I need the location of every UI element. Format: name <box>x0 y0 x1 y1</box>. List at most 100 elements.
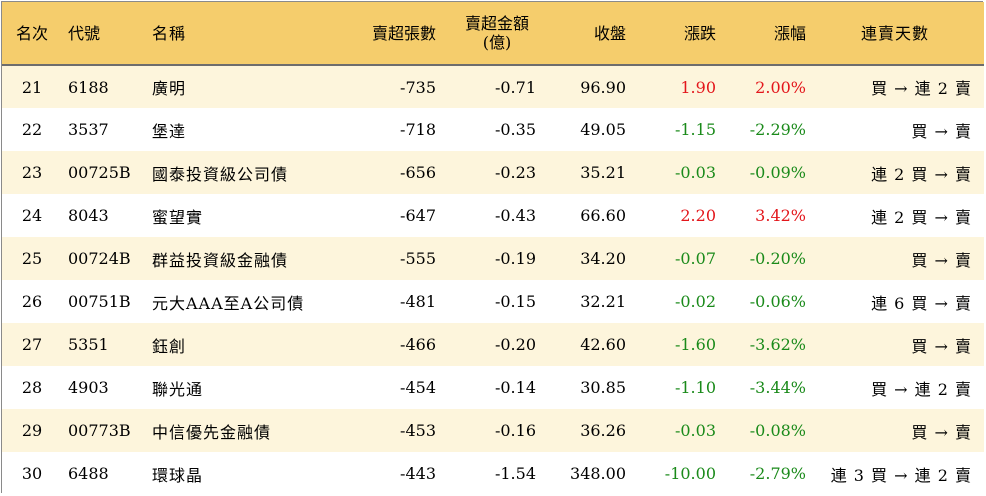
rank-cell: 23 <box>21 163 43 182</box>
net-sell-amount-cell: -0.19 <box>494 249 536 268</box>
code-cell: 6188 <box>68 77 109 97</box>
rank-cell: 30 <box>21 464 43 483</box>
code-cell: 00751B <box>68 292 131 311</box>
name-cell: 鈺創 <box>152 336 187 356</box>
name-cell: 堡達 <box>152 121 187 141</box>
code-cell: 00725B <box>68 163 131 182</box>
name-cell: 中信優先金融債 <box>152 422 272 442</box>
change-cell: -1.10 <box>674 378 716 397</box>
close-cell: 66.60 <box>580 206 626 225</box>
rank-cell: 27 <box>21 335 43 354</box>
header-close: 收盤 <box>536 2 626 66</box>
change-cell: 2.20 <box>680 206 716 225</box>
code-cell: 00724B <box>68 249 131 268</box>
net-sell-lots-cell: -656 <box>400 163 436 182</box>
net-sell-amount-cell: -0.15 <box>494 292 536 311</box>
net-sell-amount-cell: -0.23 <box>494 163 536 182</box>
streak-cell: 連 2 買 → 賣 <box>871 164 972 184</box>
close-cell: 36.26 <box>580 421 626 440</box>
net-sell-amount-cell: -0.20 <box>494 335 536 354</box>
table-body: 21 6188 廣明 -735 -0.71 96.90 1.90 2.00% 買 → 連 2 賣… <box>2 65 984 495</box>
header-streak: 連賣天數 <box>806 2 984 66</box>
table-row: 22 3537 堡達 -718 -0.35 49.05 -1.15 -2.29% 買 → 賣 <box>2 108 984 151</box>
header-net-sell-amount: 賣超金額 (億) <box>436 2 536 66</box>
close-cell: 348.00 <box>570 464 626 483</box>
rank-cell: 21 <box>21 77 43 97</box>
change-cell: -10.00 <box>664 464 716 483</box>
header-change-pct: 漲幅 <box>716 2 806 66</box>
name-cell: 廣明 <box>152 79 187 98</box>
rank-cell: 26 <box>21 292 43 311</box>
change-pct-cell: 2.00% <box>755 77 806 97</box>
change-pct-cell: -0.06% <box>749 292 806 311</box>
rank-cell: 24 <box>21 206 43 225</box>
streak-cell: 買 → 賣 <box>911 336 972 356</box>
table-row: 27 5351 鈺創 -466 -0.20 42.60 -1.60 -3.62% 買 → 賣 <box>2 323 984 366</box>
net-sell-lots-cell: -443 <box>400 464 436 483</box>
net-sell-lots-cell: -454 <box>400 378 436 397</box>
net-sell-amount-cell: -0.16 <box>494 421 536 440</box>
streak-cell: 連 3 買 → 連 2 賣 <box>830 465 972 485</box>
table-row: 29 00773B 中信優先金融債 -453 -0.16 36.26 -0.03 -0.08%… <box>2 409 984 452</box>
close-cell: 42.60 <box>580 335 626 354</box>
change-pct-cell: -0.08% <box>749 421 806 440</box>
close-cell: 32.21 <box>580 292 626 311</box>
code-cell: 4903 <box>68 378 109 397</box>
change-pct-cell: -2.79% <box>749 464 806 483</box>
table-row: 30 6488 環球晶 -443 -1.54 348.00 -10.00 -2.79% 連 3 … <box>2 452 984 495</box>
net-sell-amount-cell: -0.43 <box>494 206 536 225</box>
change-pct-cell: -0.09% <box>749 163 806 182</box>
net-sell-amount-cell: -0.14 <box>494 378 536 397</box>
change-pct-cell: 3.42% <box>755 206 806 225</box>
name-cell: 蜜望實 <box>152 207 204 227</box>
streak-cell: 買 → 賣 <box>911 422 972 442</box>
change-cell: 1.90 <box>680 77 716 97</box>
net-sell-lots-cell: -735 <box>400 77 436 97</box>
table-header-row: 名次 代號 名稱 賣超張數 賣超金額 (億) 收盤 漲跌 漲幅 連賣天數 <box>2 2 984 66</box>
net-sell-lots-cell: -481 <box>400 292 436 311</box>
table-row: 25 00724B 群益投資級金融債 -555 -0.19 34.20 -0.07 -0.20… <box>2 237 984 280</box>
code-cell: 3537 <box>68 120 109 139</box>
change-pct-cell: -3.44% <box>749 378 806 397</box>
streak-cell: 連 2 買 → 賣 <box>871 207 972 227</box>
change-cell: -0.03 <box>674 163 716 182</box>
table-row: 24 8043 蜜望實 -647 -0.43 66.60 2.20 3.42% 連 2 買 → … <box>2 194 984 237</box>
net-sell-lots-cell: -453 <box>400 421 436 440</box>
streak-cell: 買 → 賣 <box>911 121 972 141</box>
streak-cell: 買 → 賣 <box>911 250 972 270</box>
net-sell-amount-cell: -1.54 <box>494 464 536 483</box>
change-cell: -0.02 <box>674 292 716 311</box>
streak-cell: 連 6 買 → 賣 <box>871 293 972 313</box>
net-sell-amount-cell: -0.71 <box>494 77 536 97</box>
table-row: 28 4903 聯光通 -454 -0.14 30.85 -1.10 -3.44% 買 → 連 … <box>2 366 984 409</box>
rank-cell: 29 <box>21 421 43 440</box>
name-cell: 環球晶 <box>152 465 204 485</box>
change-cell: -0.07 <box>674 249 716 268</box>
header-net-sell-lots: 賣超張數 <box>336 2 436 66</box>
close-cell: 35.21 <box>580 163 626 182</box>
close-cell: 30.85 <box>580 378 626 397</box>
code-cell: 6488 <box>68 464 109 483</box>
header-net-sell-amount-line1: 賣超金額 <box>464 14 529 33</box>
header-name: 名稱 <box>146 2 336 66</box>
change-cell: -1.15 <box>674 120 716 139</box>
net-sell-lots-cell: -718 <box>400 120 436 139</box>
net-sell-lots-cell: -466 <box>400 335 436 354</box>
change-pct-cell: -3.62% <box>749 335 806 354</box>
code-cell: 5351 <box>68 335 109 354</box>
header-code: 代號 <box>62 2 146 66</box>
change-pct-cell: -2.29% <box>749 120 806 139</box>
streak-cell: 買 → 連 2 賣 <box>871 379 972 399</box>
table-row: 23 00725B 國泰投資級公司債 -656 -0.23 35.21 -0.03 -0.09… <box>2 151 984 194</box>
net-sell-amount-cell: -0.35 <box>494 120 536 139</box>
name-cell: 國泰投資級公司債 <box>152 164 289 184</box>
table-row: 26 00751B 元大AAA至A公司債 -481 -0.15 32.21 -0.02 -0.… <box>2 280 984 323</box>
name-cell: 元大AAA至A公司債 <box>152 293 305 313</box>
rank-cell: 25 <box>21 249 43 268</box>
header-net-sell-amount-line2: (億) <box>482 33 512 52</box>
name-cell: 聯光通 <box>152 379 204 399</box>
rank-cell: 28 <box>21 378 43 397</box>
code-cell: 00773B <box>68 421 131 440</box>
